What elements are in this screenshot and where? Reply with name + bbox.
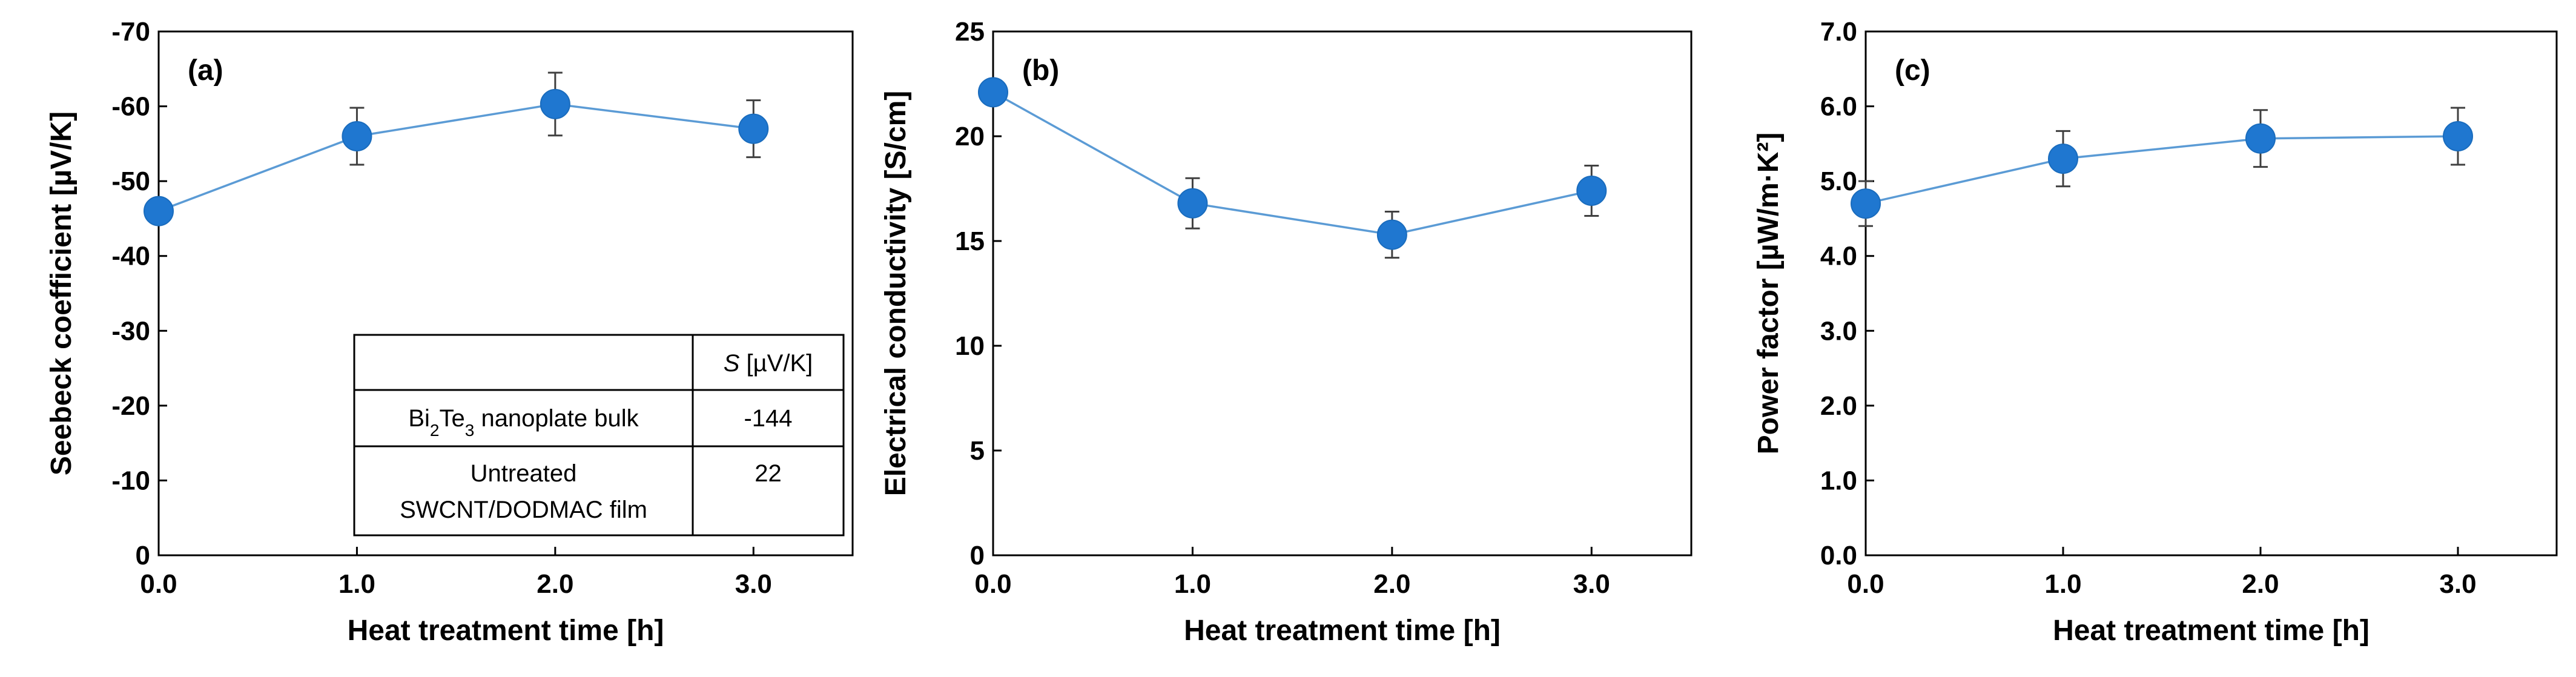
x-tick-label: 3.0 [2439, 569, 2476, 599]
y-tick-label: 1.0 [1820, 466, 1857, 495]
x-tick-label: 0.0 [1847, 569, 1884, 599]
data-point [1576, 175, 1607, 206]
y-tick-label: 15 [955, 226, 985, 256]
y-tick-label: 5 [970, 436, 985, 466]
y-tick-label: -10 [111, 466, 150, 495]
plot-frame [157, 30, 854, 556]
data-point [342, 121, 372, 151]
panel-1: 0 -10 -20 -30 -40 -50 -60 -70 0.0 1.0 2.0 3.0 Heat t… [45, 17, 854, 647]
x-tick-label: 1.0 [2044, 569, 2081, 599]
inset-table-border [353, 334, 845, 537]
y-tick-label: 0 [136, 541, 150, 570]
data-point [144, 196, 174, 226]
y-tick-label: 0 [970, 541, 985, 570]
y-tick-label: 25 [955, 17, 985, 47]
inset-table-cell: SWCNT/DODMAC film [400, 497, 647, 523]
y-tick-label: -50 [111, 167, 150, 196]
data-point [540, 88, 570, 119]
x-tick-label: 0.0 [140, 569, 177, 599]
data-point [1376, 219, 1407, 250]
data-point [2048, 144, 2078, 174]
panel-3: 0.0 1.0 2.0 3.0 4.0 5.0 6.0 7.0 0.0 1.0 2.0 3.0 Heat… [1752, 17, 2558, 647]
y-tick-label: 5.0 [1820, 167, 1857, 196]
y-tick-label: 3.0 [1820, 316, 1857, 346]
y-axis-title: Power factor [µW/m·K²] [1752, 133, 1785, 455]
y-axis-title: Seebeck coefficient [µV/K] [45, 111, 78, 475]
data-point [1851, 188, 1881, 219]
x-tick-label: 0.0 [974, 569, 1011, 599]
inset-table-cell: Bi2Te3 nanoplate bulk [408, 405, 639, 440]
y-tick-label: 4.0 [1820, 242, 1857, 271]
data-point [738, 113, 769, 144]
y-tick-label: 7.0 [1820, 17, 1857, 47]
series-line [992, 91, 1592, 236]
plot-frame [992, 30, 1693, 556]
panel-label: (b) [1022, 54, 1059, 87]
y-tick-label: 20 [955, 122, 985, 151]
data-point [1177, 188, 1208, 219]
y-tick-label: -70 [111, 17, 150, 47]
y-tick-label: 6.0 [1820, 92, 1857, 122]
panel-2: 0 5 10 15 20 25 0.0 1.0 2.0 3.0 Heat treatment tim… [880, 17, 1693, 647]
series-line [158, 103, 754, 213]
y-tick-label: -60 [111, 92, 150, 122]
x-axis-title: Heat treatment time [h] [348, 615, 664, 647]
inset-table-value: 22 [755, 460, 782, 487]
x-tick-label: 1.0 [339, 569, 375, 599]
y-tick-label: -20 [111, 391, 150, 421]
x-tick-label: 2.0 [1373, 569, 1410, 599]
x-tick-label: 2.0 [537, 569, 573, 599]
plot-frame [1864, 30, 2558, 556]
y-tick-label: 2.0 [1820, 391, 1857, 421]
x-tick-label: 1.0 [1174, 569, 1211, 599]
data-point [978, 77, 1008, 108]
inset-table-header: S [µV/K] [724, 350, 813, 377]
y-tick-label: -40 [111, 242, 150, 271]
inset-table-cell: Untreated [471, 460, 577, 487]
data-point [2443, 121, 2473, 151]
series-line [1865, 135, 2459, 205]
x-tick-label: 3.0 [735, 569, 772, 599]
y-tick-label: 0.0 [1820, 541, 1857, 570]
inset-table-value: -144 [744, 405, 792, 432]
data-point [2245, 123, 2276, 154]
panel-label: (a) [188, 54, 223, 87]
x-tick-label: 2.0 [2242, 569, 2279, 599]
inset-table: S [µV/K] Bi2Te3 nanoplate bulk -144 Untreat… [353, 334, 845, 537]
y-axis-title: Electrical conductivity [S/cm] [880, 91, 912, 497]
y-tick-label: 10 [955, 331, 985, 361]
x-axis-title: Heat treatment time [h] [1184, 615, 1501, 647]
panel-label: (c) [1895, 54, 1930, 87]
x-axis-title: Heat treatment time [h] [2053, 615, 2370, 647]
x-tick-label: 3.0 [1573, 569, 1610, 599]
y-tick-label: -30 [111, 316, 150, 346]
